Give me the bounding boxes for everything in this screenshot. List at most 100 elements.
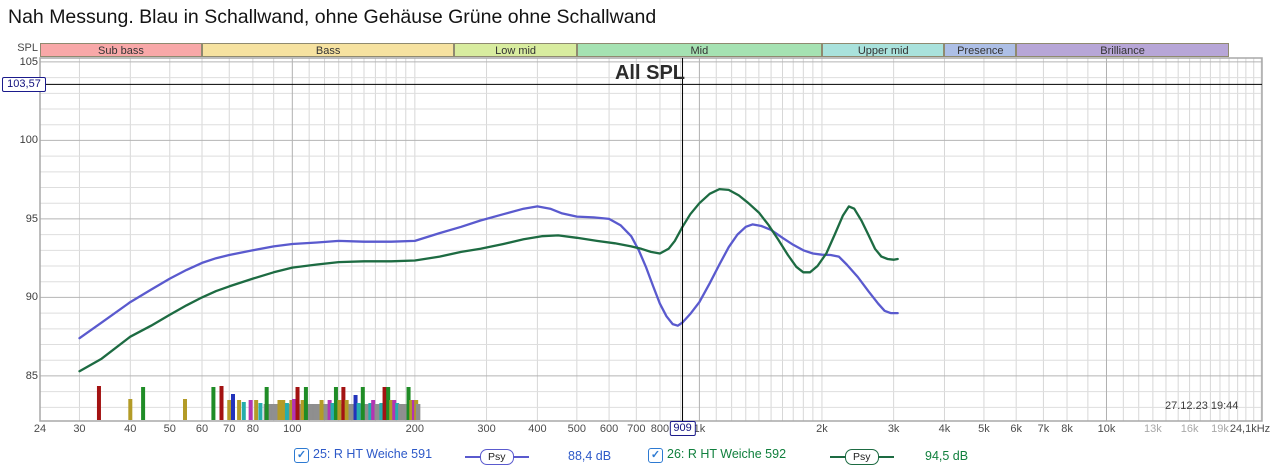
distortion-bar (356, 403, 361, 420)
distortion-bar (395, 403, 400, 420)
measurement-timestamp: 27.12.23 19:44 (1165, 400, 1239, 412)
distortion-bar (371, 400, 376, 420)
x-tick-8k: 8k (1061, 423, 1073, 435)
distortion-bars (96, 386, 421, 420)
x-tick-300: 300 (477, 423, 496, 435)
spl-curve-25-r-ht-weiche-591 (78, 205, 899, 340)
distortion-bar (292, 399, 297, 420)
legend-checkbox-25-r-ht-weiche-591[interactable]: ✓ (294, 448, 309, 463)
psy-smoothing-badge[interactable]: Psy (845, 449, 879, 465)
distortion-bar (289, 400, 294, 420)
distortion-bar (341, 387, 346, 420)
distortion-bar (264, 387, 269, 420)
x-tick-500: 500 (567, 423, 587, 435)
distortion-bar (344, 400, 349, 420)
distortion-bar (319, 400, 324, 420)
distortion-bar (300, 400, 305, 420)
distortion-bar (386, 387, 391, 420)
distortion-bar (219, 386, 224, 420)
distortion-bar (398, 404, 403, 420)
distortion-bar (353, 395, 358, 420)
legend-label[interactable]: 25: R HT Weiche 591 (313, 447, 433, 461)
legend-value-26-r-ht-weiche-592: 94,5 dB (925, 449, 969, 463)
distortion-bar (337, 400, 342, 420)
distortion-bar (295, 387, 300, 420)
x-tick-70: 70 (223, 423, 236, 435)
distortion-bar (333, 387, 338, 420)
distortion-bar (406, 387, 411, 420)
distortion-bar (389, 400, 394, 420)
legend-checkbox-26-r-ht-weiche-592[interactable]: ✓ (648, 448, 663, 463)
distortion-bar (324, 404, 329, 420)
legend-item-25-r-ht-weiche-591[interactable]: 25: R HT Weiche 591 (313, 447, 432, 461)
y-tick-85: 85 (25, 369, 38, 382)
x-tick-600: 600 (599, 423, 619, 435)
distortion-bar (277, 400, 282, 420)
x-tick-3k: 3k (887, 423, 900, 435)
distortion-bar (411, 400, 416, 420)
y-tick-90: 90 (25, 291, 38, 304)
distortion-bar (327, 400, 332, 420)
psy-button-25-r-ht-weiche-591[interactable]: Psy (465, 449, 529, 465)
checkmark-icon: ✓ (650, 449, 661, 461)
trace-line-sample (513, 456, 529, 458)
legend-label[interactable]: 26: R HT Weiche 592 (667, 447, 787, 461)
band-mid: Mid (576, 43, 822, 57)
distortion-bar (248, 400, 253, 420)
trace-line-sample (878, 456, 894, 458)
x-tick-700: 700 (627, 423, 646, 435)
distortion-bar (348, 404, 353, 420)
chart-title: All SPL (614, 62, 686, 84)
x-tick-5k: 5k (978, 423, 990, 435)
distortion-bar (409, 400, 414, 420)
cursor-spl-readout: 103,57 (2, 77, 46, 92)
psy-button-26-r-ht-weiche-592[interactable]: Psy (830, 449, 894, 465)
distortion-bar (415, 404, 420, 420)
x-tick-4k: 4k (938, 423, 951, 435)
x-tick-24: 24 (33, 423, 47, 435)
x-tick-2k: 2k (816, 423, 828, 435)
distortion-bar (330, 403, 335, 420)
distortion-bar (379, 403, 384, 420)
x-tick-24-1khz: 24,1kHz (1229, 423, 1271, 435)
x-tick-50: 50 (163, 423, 176, 435)
distortion-bar (141, 387, 146, 420)
distortion-bar (227, 400, 232, 420)
distortion-bar (374, 404, 379, 420)
band-presence: Presence (944, 43, 1017, 57)
x-tick-16k: 16k (1180, 423, 1199, 435)
distortion-bar (211, 387, 216, 420)
x-tick-6k: 6k (1010, 423, 1022, 435)
x-tick-7k: 7k (1037, 423, 1050, 435)
distortion-bar (237, 400, 242, 420)
distortion-bar (392, 400, 397, 420)
spl-curve-26-r-ht-weiche-592 (78, 187, 899, 373)
checkmark-icon: ✓ (296, 449, 307, 461)
x-tick-400: 400 (528, 423, 547, 435)
y-tick-105: 105 (19, 55, 38, 68)
legend-item-26-r-ht-weiche-592[interactable]: 26: R HT Weiche 592 (667, 447, 786, 461)
distortion-bar (254, 400, 259, 420)
band-sub-bass: Sub bass (40, 43, 202, 57)
y-tick-95: 95 (25, 212, 38, 225)
distortion-bar (258, 403, 263, 420)
band-low-mid: Low mid (454, 43, 577, 57)
trace-line-sample (465, 456, 480, 458)
x-tick-1k: 1k (693, 423, 706, 435)
page-title: Nah Messung. Blau in Schallwand, ohne Ge… (8, 6, 657, 28)
y-tick-100: 100 (19, 134, 38, 147)
distortion-bar (128, 399, 133, 420)
psy-smoothing-badge[interactable]: Psy (480, 449, 514, 465)
distortion-bar (241, 402, 246, 420)
distortion-bar (401, 404, 406, 420)
x-tick-13k: 13k (1143, 423, 1162, 435)
x-tick-100: 100 (283, 423, 302, 435)
x-tick-19k: 19k (1211, 423, 1229, 435)
legend-value-25-r-ht-weiche-591: 88,4 dB (568, 449, 612, 463)
distortion-bar (284, 403, 289, 420)
x-tick-200: 200 (405, 423, 425, 435)
x-tick-80: 80 (246, 423, 259, 435)
plot-border (39, 57, 1263, 422)
